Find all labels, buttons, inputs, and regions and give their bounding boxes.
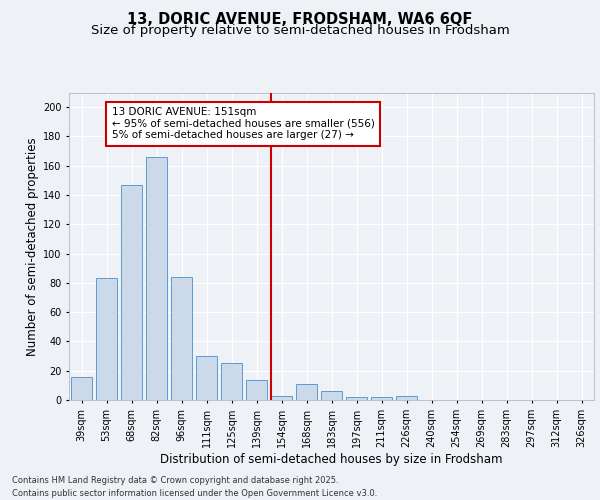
Bar <box>221 364 242 400</box>
Text: Size of property relative to semi-detached houses in Frodsham: Size of property relative to semi-detach… <box>91 24 509 37</box>
Bar <box>371 397 392 400</box>
X-axis label: Distribution of semi-detached houses by size in Frodsham: Distribution of semi-detached houses by … <box>160 452 503 466</box>
Bar <box>321 391 342 400</box>
Bar <box>171 277 192 400</box>
Bar <box>346 397 367 400</box>
Bar <box>196 356 217 400</box>
Text: 13 DORIC AVENUE: 151sqm
← 95% of semi-detached houses are smaller (556)
5% of se: 13 DORIC AVENUE: 151sqm ← 95% of semi-de… <box>112 107 374 140</box>
Bar <box>396 396 417 400</box>
Text: 13, DORIC AVENUE, FRODSHAM, WA6 6QF: 13, DORIC AVENUE, FRODSHAM, WA6 6QF <box>127 12 473 28</box>
Bar <box>96 278 117 400</box>
Bar <box>71 376 92 400</box>
Bar <box>296 384 317 400</box>
Y-axis label: Number of semi-detached properties: Number of semi-detached properties <box>26 137 38 356</box>
Bar <box>146 157 167 400</box>
Bar <box>246 380 267 400</box>
Bar <box>121 184 142 400</box>
Text: Contains HM Land Registry data © Crown copyright and database right 2025.
Contai: Contains HM Land Registry data © Crown c… <box>12 476 377 498</box>
Bar <box>271 396 292 400</box>
